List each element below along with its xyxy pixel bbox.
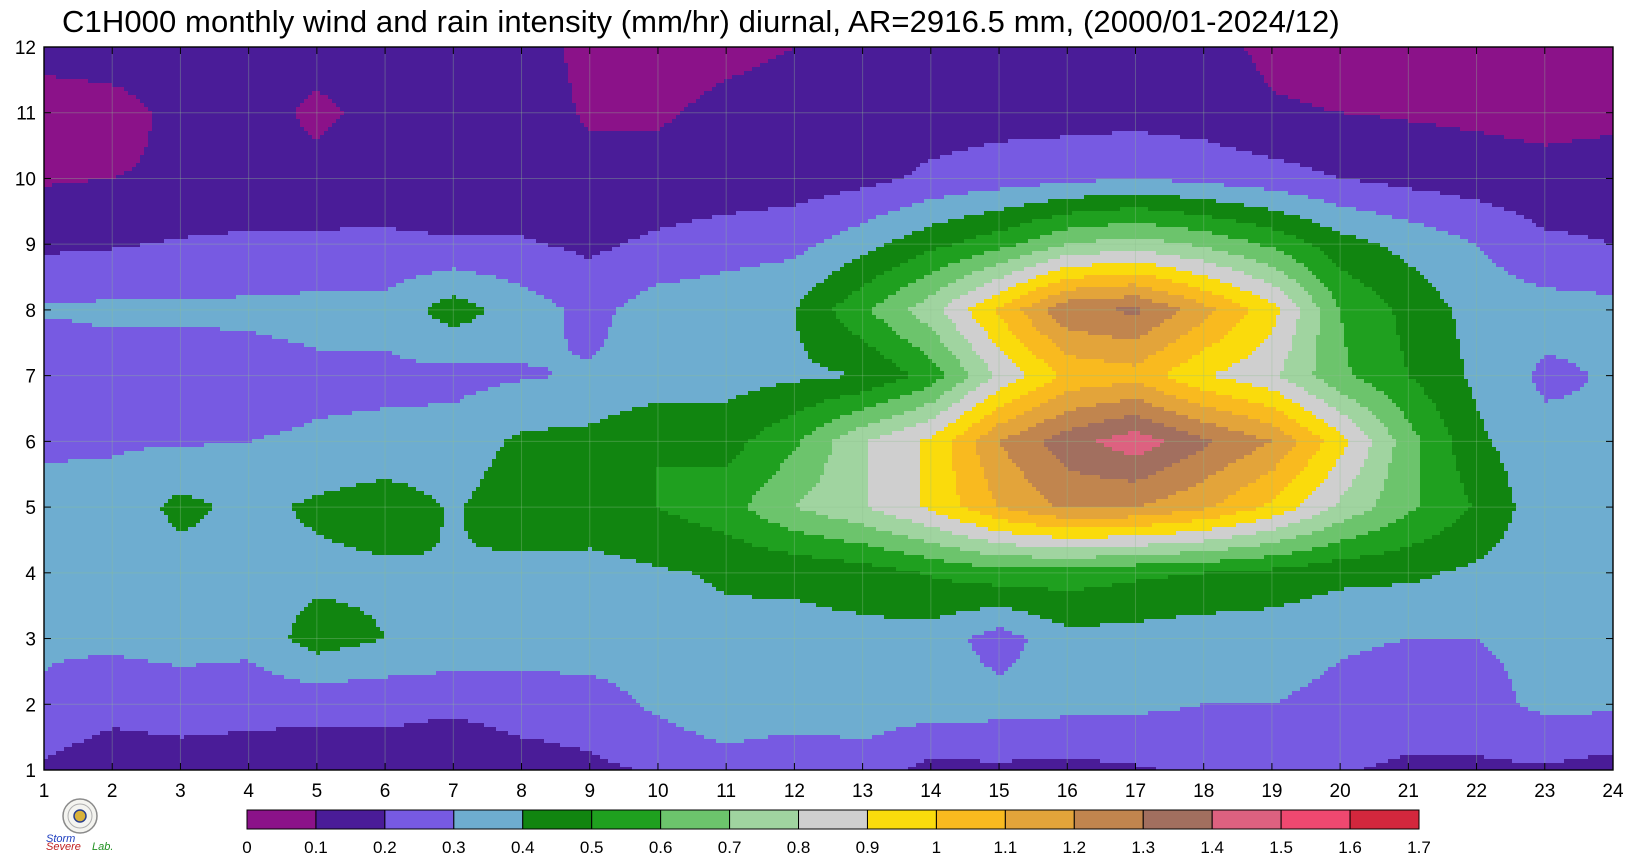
colorbar-label: 1.6 [1338, 838, 1362, 857]
x-tick-label: 4 [243, 781, 254, 802]
logo-text-storm: Storm [46, 833, 75, 845]
y-tick-label: 9 [25, 235, 36, 256]
x-tick-label: 12 [784, 781, 805, 802]
colorbar-label: 0.5 [580, 838, 604, 857]
x-tick-label: 18 [1193, 781, 1214, 802]
seal-icon [63, 799, 97, 833]
x-tick-label: 20 [1330, 781, 1351, 802]
colorbar-label: 0.3 [442, 838, 466, 857]
y-tick-label: 7 [25, 367, 36, 388]
colorbar-swatch [1074, 810, 1143, 829]
x-tick-label: 19 [1261, 781, 1282, 802]
x-tick-label: 7 [448, 781, 459, 802]
y-tick-label: 5 [25, 498, 36, 519]
colorbar-swatch [247, 810, 316, 829]
colorbar-label: 1.5 [1269, 838, 1293, 857]
x-tick-label: 11 [716, 781, 736, 802]
colorbar-label: 1.7 [1407, 838, 1431, 857]
colorbar-swatch [385, 810, 454, 829]
colorbar-swatch [454, 810, 523, 829]
colorbar-swatch [316, 810, 385, 829]
colorbar-swatch [936, 810, 1005, 829]
colorbar-swatch [1212, 810, 1281, 829]
colorbar-label: 1.4 [1200, 838, 1224, 857]
x-tick-label: 13 [852, 781, 873, 802]
colorbar-label: 0.4 [511, 838, 535, 857]
colorbar-swatch [1143, 810, 1212, 829]
plot-area [44, 47, 1617, 772]
colorbar-swatch [730, 810, 799, 829]
y-tick-label: 1 [25, 761, 36, 782]
colorbar-swatch [1281, 810, 1350, 829]
y-tick-label: 3 [25, 630, 36, 651]
x-tick-label: 9 [584, 781, 595, 802]
colorbar-swatch [592, 810, 661, 829]
colorbar-swatch [661, 810, 730, 829]
colorbar-label: 1.3 [1131, 838, 1155, 857]
colorbar-label: 1.1 [994, 838, 1018, 857]
x-tick-label: 17 [1125, 781, 1146, 802]
x-tick-label: 8 [516, 781, 527, 802]
lab-logo: Severe Storm Lab. [40, 796, 120, 856]
x-tick-label: 24 [1602, 781, 1624, 802]
colorbar-swatch [1350, 810, 1419, 829]
x-tick-label: 10 [647, 781, 668, 802]
colorbar-label: 0.9 [856, 838, 880, 857]
x-tick-label: 16 [1057, 781, 1078, 802]
colorbar-label: 0.2 [373, 838, 397, 857]
y-tick-label: 6 [25, 432, 36, 453]
x-tick-label: 14 [920, 781, 942, 802]
x-tick-label: 6 [380, 781, 391, 802]
colorbar-swatch [523, 810, 592, 829]
colorbar-label: 0.1 [304, 838, 328, 857]
colorbar-label: 0 [242, 838, 251, 857]
x-tick-label: 3 [175, 781, 186, 802]
x-tick-label: 22 [1466, 781, 1487, 802]
y-tick-label: 10 [15, 169, 36, 190]
y-tick-label: 11 [16, 104, 36, 125]
y-tick-label: 4 [25, 564, 36, 585]
x-tick-label: 15 [988, 781, 1009, 802]
colorbar-label: 0.8 [787, 838, 811, 857]
x-tick-label: 21 [1398, 781, 1419, 802]
x-tick-label: 5 [312, 781, 323, 802]
colorbar-label: 1 [932, 838, 941, 857]
colorbar: 0 0.1 0.2 0.3 0.4 0.5 0.6 0.7 0.8 0.9 1 1.1 1.2 1.3 1.… [242, 810, 1431, 857]
colorbar-label: 0.6 [649, 838, 673, 857]
colorbar-swatch [1005, 810, 1074, 829]
y-tick-label: 8 [25, 301, 36, 322]
colorbar-swatch [799, 810, 868, 829]
y-tick-label: 2 [25, 695, 36, 716]
y-tick-label: 12 [15, 38, 36, 59]
x-tick-label: 23 [1534, 781, 1555, 802]
colorbar-label: 0.7 [718, 838, 742, 857]
colorbar-label: 1.2 [1062, 838, 1086, 857]
colorbar-swatch [867, 810, 936, 829]
logo-text-lab: Lab. [92, 841, 113, 853]
